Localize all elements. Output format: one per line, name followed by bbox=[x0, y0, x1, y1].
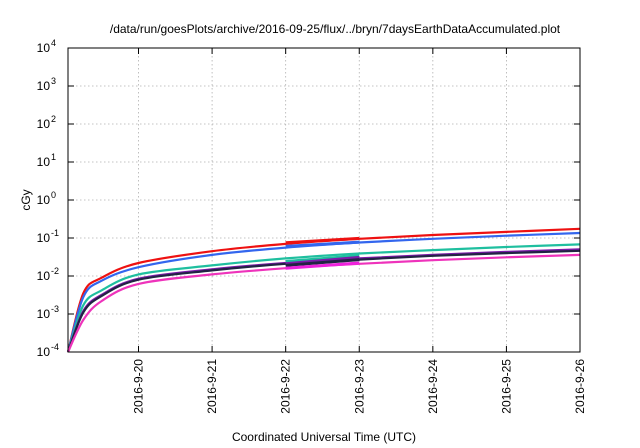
x-tick-label: 2016-9-21 bbox=[205, 359, 219, 414]
y-tick-exponent: -4 bbox=[51, 342, 59, 352]
series-line bbox=[66, 249, 581, 353]
y-tick-label: 10 bbox=[37, 155, 51, 169]
y-tick-label: 10 bbox=[37, 193, 51, 207]
series-line bbox=[66, 231, 581, 353]
x-tick-label: 2016-9-25 bbox=[499, 359, 513, 414]
x-tick-label: 2016-9-22 bbox=[279, 359, 293, 414]
overlap-segment bbox=[285, 261, 360, 270]
x-tick-label: 2016-9-24 bbox=[426, 359, 440, 414]
y-tick-label: 10 bbox=[37, 41, 51, 55]
overlap-segment bbox=[285, 240, 360, 248]
y-tick-label: 10 bbox=[37, 269, 51, 283]
y-tick-exponent: -1 bbox=[51, 228, 59, 238]
x-axis: 2016-9-20 2016-9-21 2016-9-22 2016-9-23 2016… bbox=[132, 48, 587, 414]
y-axis-label: cGy bbox=[19, 189, 33, 210]
y-tick-exponent: -2 bbox=[51, 266, 59, 276]
y-tick-exponent: 4 bbox=[51, 38, 56, 48]
series-line bbox=[66, 243, 581, 353]
overlap-segment bbox=[285, 254, 360, 264]
y-tick-label: 10 bbox=[37, 79, 51, 93]
y-tick-exponent: 1 bbox=[51, 152, 56, 162]
x-tick-label: 2016-9-20 bbox=[132, 359, 146, 414]
overlap-segment bbox=[285, 258, 360, 267]
y-tick-exponent: -3 bbox=[51, 304, 59, 314]
y-tick-label: 10 bbox=[37, 231, 51, 245]
grid bbox=[68, 48, 580, 352]
series-layer bbox=[66, 227, 581, 353]
overlap-segment bbox=[285, 255, 360, 266]
y-tick-label: 10 bbox=[37, 307, 51, 321]
y-tick-label: 10 bbox=[37, 345, 51, 359]
y-tick-exponent: 0 bbox=[51, 190, 56, 200]
x-axis-label: Coordinated Universal Time (UTC) bbox=[232, 430, 416, 444]
overlap-segment bbox=[285, 236, 360, 245]
series-line bbox=[67, 253, 581, 353]
y-tick-exponent: 3 bbox=[51, 76, 56, 86]
x-tick-label: 2016-9-26 bbox=[573, 359, 587, 414]
y-tick-label: 10 bbox=[37, 117, 51, 131]
series-line bbox=[66, 227, 581, 353]
y-tick-exponent: 2 bbox=[51, 114, 56, 124]
x-tick-label: 2016-9-23 bbox=[352, 359, 366, 414]
chart-title: /data/run/goesPlots/archive/2016-09-25/f… bbox=[110, 22, 561, 36]
